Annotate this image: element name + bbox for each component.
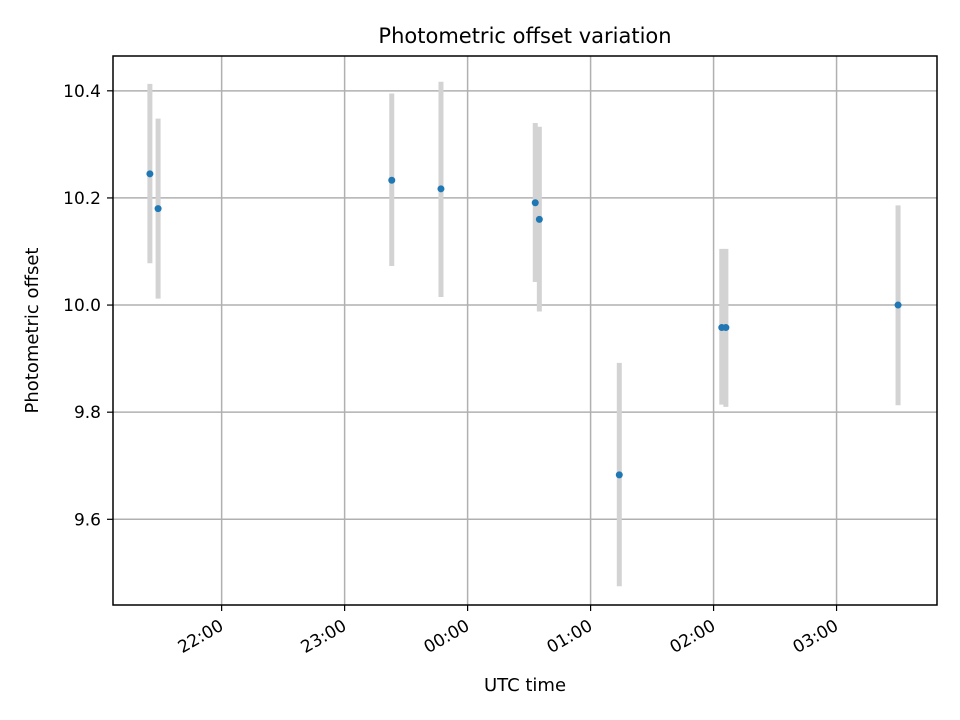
data-point [531, 199, 539, 207]
y-tick-label: 9.6 [74, 510, 101, 530]
data-point [615, 471, 623, 479]
x-axis-label: UTC time [484, 675, 566, 696]
data-point [535, 215, 543, 223]
y-tick-label: 9.8 [74, 403, 101, 423]
grid-layer [113, 56, 937, 605]
data-point [894, 301, 902, 309]
data-point [146, 170, 154, 178]
data-point [388, 176, 396, 184]
y-tick-label: 10.4 [63, 82, 101, 102]
data-point [154, 205, 162, 213]
y-tick-label: 10.0 [63, 296, 101, 316]
y-tick-label: 10.2 [63, 189, 101, 209]
point-layer [146, 170, 902, 479]
data-point [437, 185, 445, 193]
y-axis-label: Photometric offset [22, 248, 43, 414]
data-point [722, 324, 730, 332]
plot-frame [112, 55, 938, 606]
chart-title: Photometric offset variation [378, 24, 671, 48]
